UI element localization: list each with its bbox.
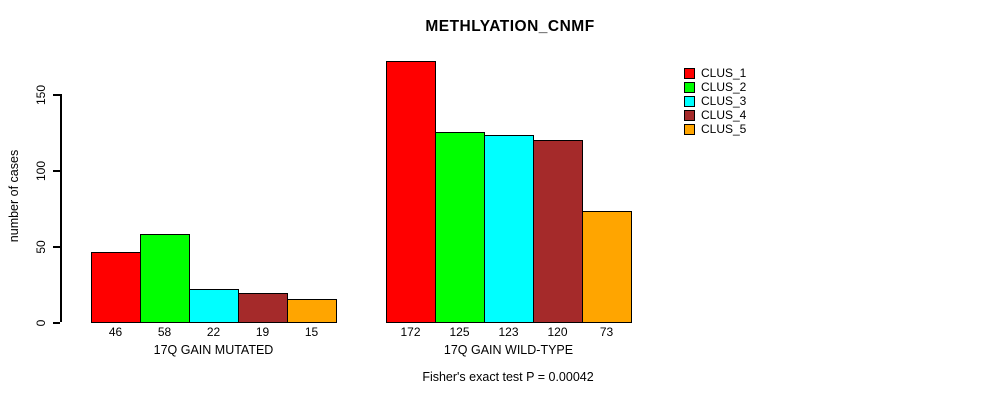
bar-clus_5	[582, 211, 632, 323]
annotation-text: Fisher's exact test P = 0.00042	[422, 370, 594, 384]
legend-color-swatch	[684, 109, 695, 121]
bar-value-label: 120	[547, 325, 568, 339]
x-axis-group-label: 17Q GAIN WILD-TYPE	[443, 343, 574, 357]
bar-clus_4	[533, 140, 583, 323]
bar-clus_1	[386, 61, 436, 323]
legend-item-label: CLUS_4	[701, 108, 747, 122]
bar-value-label: 22	[206, 325, 221, 339]
x-axis-group-label: 17Q GAIN MUTATED	[153, 343, 274, 357]
y-axis-tick	[53, 94, 60, 96]
bar-clus_3	[189, 289, 239, 323]
y-axis-tick	[53, 246, 60, 248]
bar-clus_2	[140, 234, 190, 323]
chart-title: METHLYATION_CNMF	[425, 18, 595, 35]
legend-item: CLUS_5	[684, 123, 746, 135]
y-axis-label: number of cases	[7, 149, 21, 243]
y-axis-tick-label: 0	[34, 319, 48, 327]
legend-item: CLUS_2	[684, 81, 746, 93]
bar-clus_4	[238, 293, 288, 323]
y-axis-line	[60, 94, 62, 322]
y-axis-tick-label: 50	[34, 240, 48, 254]
bar-value-label: 125	[449, 325, 470, 339]
bar-clus_5	[287, 299, 337, 323]
legend-color-swatch	[684, 67, 695, 79]
y-axis-tick	[53, 322, 60, 324]
bar-value-label: 58	[157, 325, 172, 339]
legend-color-swatch	[684, 81, 695, 93]
bar-clus_3	[484, 135, 534, 323]
legend-item-label: CLUS_3	[701, 94, 747, 108]
bar-value-label: 172	[400, 325, 421, 339]
legend-item-label: CLUS_1	[701, 66, 747, 80]
y-axis-tick-label: 100	[34, 160, 48, 182]
legend-item: CLUS_4	[684, 109, 746, 121]
bar-value-label: 123	[498, 325, 519, 339]
legend-item-label: CLUS_5	[701, 122, 747, 136]
bar-value-label: 73	[599, 325, 614, 339]
bar-value-label: 19	[255, 325, 270, 339]
y-axis-tick	[53, 170, 60, 172]
legend-item: CLUS_1	[684, 67, 746, 79]
y-axis-tick-label: 150	[34, 84, 48, 106]
bar-value-label: 46	[108, 325, 123, 339]
legend-item-label: CLUS_2	[701, 80, 747, 94]
bar-value-label: 15	[304, 325, 319, 339]
legend-color-swatch	[684, 123, 695, 135]
bar-clus_1	[91, 252, 141, 323]
legend-color-swatch	[684, 95, 695, 107]
legend-item: CLUS_3	[684, 95, 746, 107]
bar-clus_2	[435, 132, 485, 323]
